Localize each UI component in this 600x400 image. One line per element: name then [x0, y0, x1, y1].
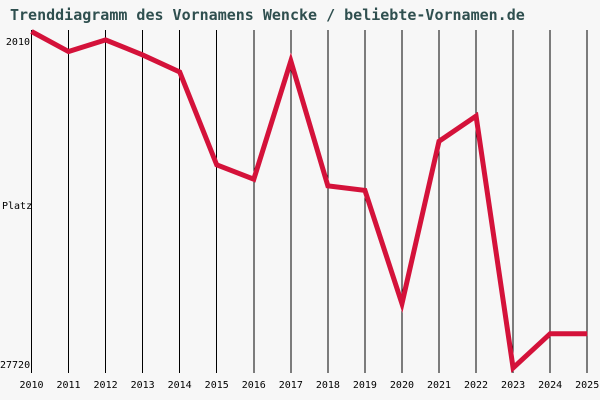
x-tick-label: 2020	[389, 380, 414, 391]
x-tick-label: 2023	[501, 380, 526, 391]
x-tick-label: 2024	[538, 380, 563, 391]
x-tick-label: 2011	[56, 380, 81, 391]
x-tick-label: 2013	[130, 380, 155, 391]
y-axis-bottom-tick: 27720	[0, 360, 31, 371]
x-tick-label: 2021	[426, 380, 452, 391]
x-tick-label: 2010	[19, 380, 44, 391]
x-tick-label: 2018	[315, 380, 340, 391]
y-axis-title: Platz	[2, 201, 33, 212]
gridlines	[31, 30, 588, 373]
x-tick-label: 2015	[204, 380, 229, 391]
x-tick-label: 2017	[278, 380, 303, 391]
trend-line	[30, 29, 588, 374]
x-tick-label: 2022	[464, 380, 489, 391]
chart-title: Trenddiagramm des Vornamens Wencke / bel…	[10, 6, 525, 24]
x-tick-label: 2019	[352, 380, 377, 391]
x-tick-label: 2016	[241, 380, 266, 391]
x-tick-label: 2012	[93, 380, 118, 391]
x-tick-label: 2025	[575, 380, 600, 391]
y-axis-top-tick: 2010	[5, 37, 30, 48]
x-tick-label: 2014	[167, 380, 192, 391]
